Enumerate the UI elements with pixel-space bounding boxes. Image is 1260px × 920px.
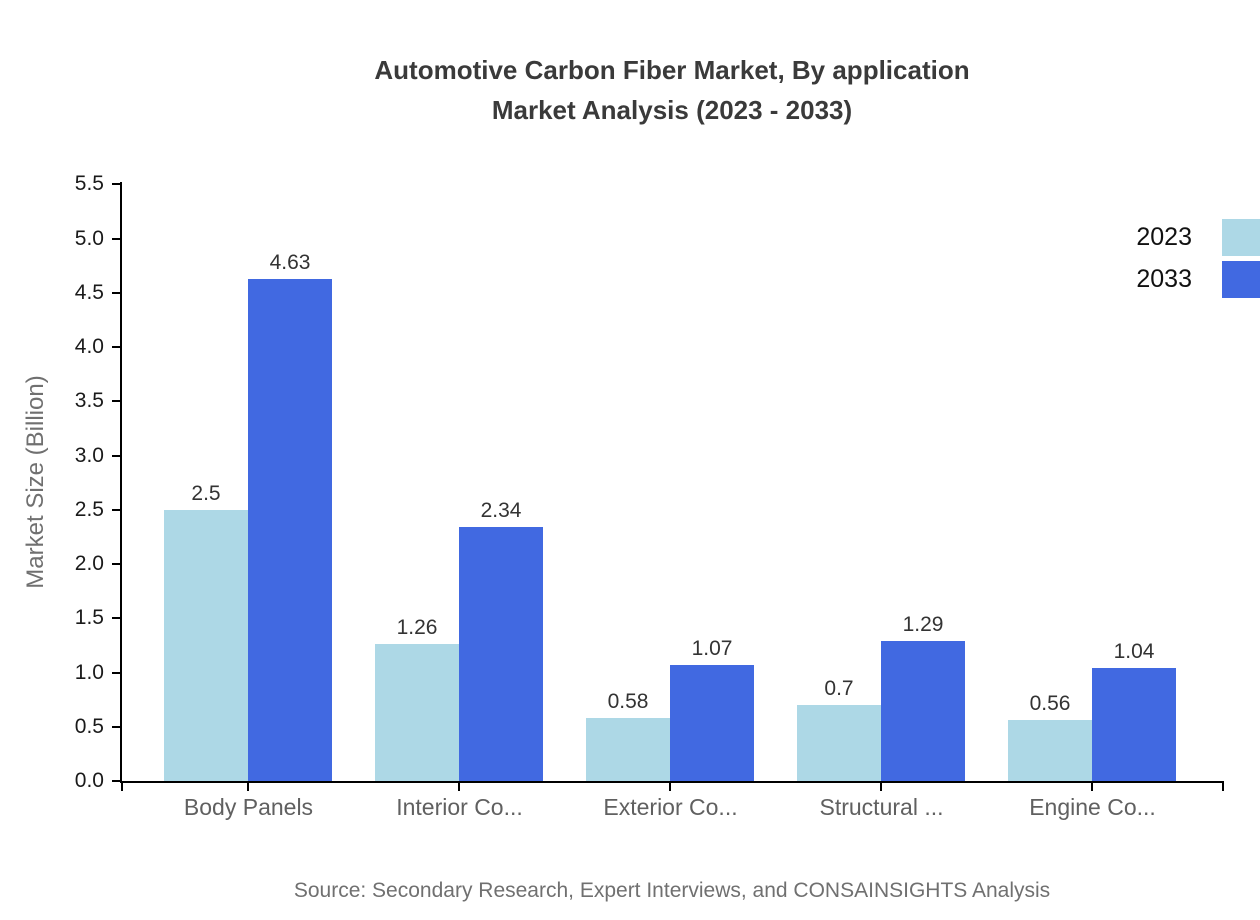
- y-tick-label: 1.0: [74, 660, 104, 684]
- bar-2023: [1008, 720, 1092, 781]
- legend-label: 2023: [1136, 223, 1192, 251]
- y-tick: [112, 563, 120, 565]
- x-tick: [1091, 783, 1093, 791]
- bar-2033: [1092, 668, 1176, 781]
- y-tick: [112, 725, 120, 728]
- bar-2023: [164, 509, 248, 781]
- x-tick: [880, 783, 882, 791]
- category-label: Body Panels: [183, 794, 314, 820]
- y-tick-label: 4.5: [74, 280, 104, 304]
- y-tick: [112, 454, 120, 457]
- legend: 2023 2033: [1136, 219, 1260, 298]
- bar-2023: [797, 705, 881, 781]
- legend-swatch: [1222, 261, 1260, 298]
- y-tick: [112, 400, 120, 403]
- bar-2033: [248, 278, 332, 781]
- chart-title-line-2: Market Analysis (2023 - 2033): [491, 95, 853, 125]
- value-label: 2.5: [191, 481, 221, 505]
- y-tick-label: 2.5: [74, 497, 104, 521]
- value-label: 4.63: [269, 250, 311, 274]
- y-tick-label: 2.0: [74, 552, 104, 575]
- y-tick-label: 0.5: [74, 714, 104, 738]
- value-label: 0.7: [824, 677, 854, 701]
- category-label: Engine Co...: [1029, 794, 1156, 820]
- y-tick: [112, 291, 120, 294]
- category-label: Structural ...: [819, 794, 944, 820]
- y-tick: [112, 671, 120, 674]
- bar-2023: [375, 644, 459, 781]
- value-label: 0.56: [1029, 692, 1071, 716]
- y-axis-line: [120, 182, 122, 783]
- x-tick: [669, 783, 671, 791]
- legend-item: 2033: [1136, 261, 1260, 298]
- x-tick: [121, 783, 123, 791]
- y-tick-label: 5.5: [74, 172, 104, 196]
- y-tick-label: 1.5: [74, 606, 104, 630]
- value-label: 1.04: [1113, 640, 1155, 664]
- y-tick: [112, 780, 120, 782]
- value-label: 1.26: [396, 616, 438, 640]
- y-tick-label: 0.0: [74, 769, 104, 792]
- legend-item: 2023: [1136, 219, 1260, 256]
- value-label: 1.29: [902, 613, 944, 637]
- chart-title: Automotive Carbon Fiber Market, By appli…: [84, 50, 1260, 130]
- bar-2033: [881, 641, 965, 781]
- x-axis-line: [120, 781, 1224, 783]
- category-label: Interior Co...: [396, 794, 523, 820]
- y-tick: [112, 508, 120, 511]
- source-note: Source: Secondary Research, Expert Inter…: [293, 879, 1051, 902]
- legend-swatch: [1222, 219, 1260, 256]
- y-tick: [112, 183, 120, 186]
- y-tick: [112, 617, 120, 620]
- value-label: 2.34: [480, 499, 522, 523]
- y-tick: [112, 346, 120, 348]
- category-label: Exterior Co...: [603, 794, 738, 820]
- y-tick-label: 3.0: [74, 443, 104, 467]
- value-label: 1.07: [691, 636, 733, 660]
- y-tick-label: 3.5: [74, 389, 104, 413]
- bar-2033: [459, 527, 543, 781]
- bar-2033: [670, 664, 754, 781]
- chart-title-line-1: Automotive Carbon Fiber Market, By appli…: [374, 55, 970, 85]
- y-tick-label: 4.0: [74, 335, 104, 358]
- x-tick: [247, 783, 249, 791]
- x-tick: [458, 783, 460, 791]
- value-label: 0.58: [607, 690, 649, 714]
- legend-label: 2033: [1136, 265, 1192, 293]
- bar-2023: [586, 718, 670, 781]
- y-tick-label: 5.0: [74, 226, 104, 250]
- x-tick: [1222, 783, 1224, 791]
- y-tick: [112, 237, 120, 240]
